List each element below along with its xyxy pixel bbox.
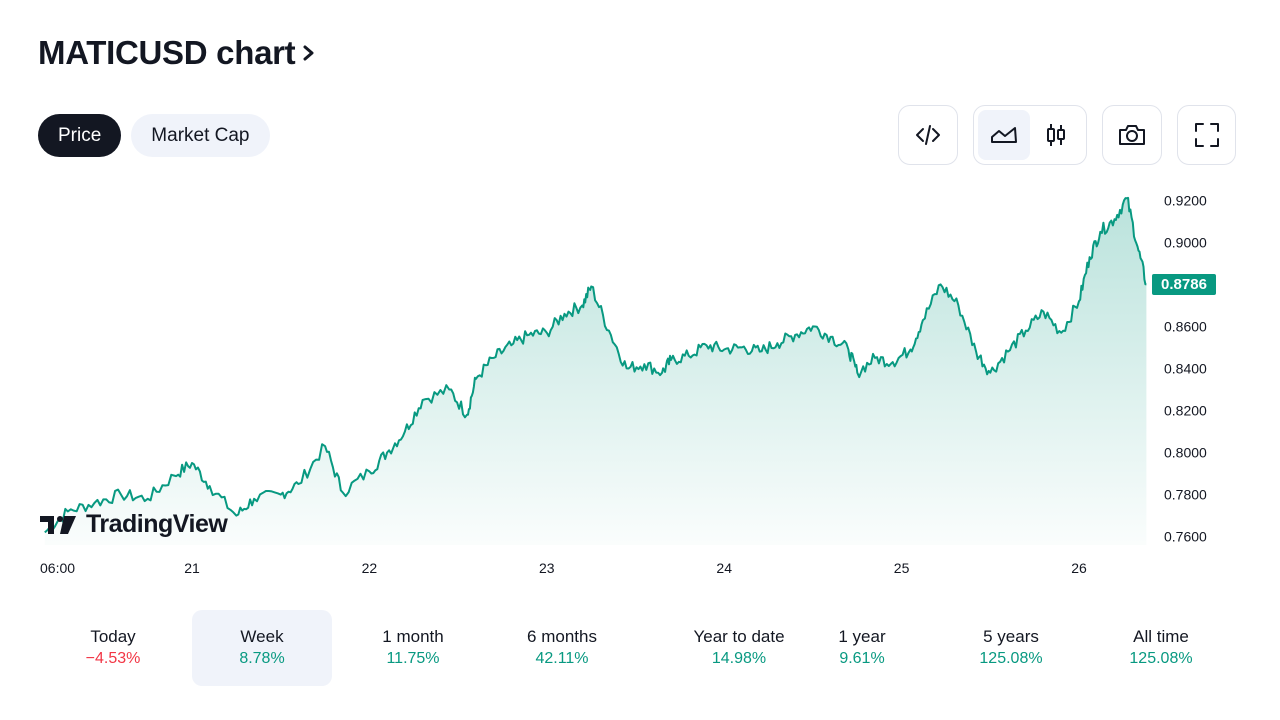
period-tab-week[interactable]: Week 8.78%	[192, 610, 332, 686]
y-tick-label: 0.8400	[1164, 360, 1207, 376]
candlestick-icon	[1047, 124, 1065, 146]
snapshot-button[interactable]	[1102, 105, 1162, 165]
period-label: 1 year	[838, 627, 886, 646]
camera-icon	[1119, 125, 1145, 145]
period-tab-1-year[interactable]: 1 year 9.61%	[792, 610, 932, 686]
tradingview-logo-text: TradingView	[86, 510, 228, 538]
period-change-value: 11.75%	[386, 650, 440, 667]
period-label: 5 years	[983, 627, 1039, 646]
area-chart-icon	[991, 127, 1017, 143]
y-tick-label: 0.7800	[1164, 487, 1207, 503]
y-tick-label: 0.9200	[1164, 192, 1207, 208]
price-area	[44, 197, 1147, 545]
fullscreen-button[interactable]	[1177, 105, 1236, 165]
period-tab-6-months[interactable]: 6 months 42.11%	[492, 610, 632, 686]
y-tick-label: 0.8600	[1164, 318, 1207, 334]
x-tick-label: 22	[362, 560, 378, 576]
period-label: Week	[240, 627, 284, 646]
period-change-value: 42.11%	[535, 650, 589, 667]
y-tick-label: 0.8200	[1164, 402, 1207, 418]
period-change-value: −4.53%	[85, 650, 141, 667]
period-change-value: 14.98%	[711, 650, 767, 667]
chart-title-link[interactable]: MATICUSD chart	[38, 34, 317, 72]
period-change-value: 9.61%	[839, 650, 885, 667]
fullscreen-icon	[1194, 123, 1219, 147]
y-tick-label: 0.9000	[1164, 234, 1207, 250]
chevron-right-icon	[303, 45, 314, 61]
page-title: MATICUSD chart	[38, 34, 296, 71]
price-tab[interactable]: Price	[38, 114, 122, 157]
market-cap-tab[interactable]: Market Cap	[131, 114, 270, 157]
code-icon	[916, 125, 940, 145]
period-tab-year-to-date[interactable]: Year to date 14.98%	[669, 610, 809, 686]
x-tick-label: 21	[184, 560, 200, 576]
embed-button[interactable]	[898, 105, 958, 165]
period-label: 1 month	[382, 627, 444, 646]
area-style-button[interactable]	[978, 110, 1030, 160]
price-chart[interactable]: 0.92000.90000.88000.86000.84000.82000.80…	[0, 180, 1280, 580]
current-price-label: 0.8786	[1152, 274, 1216, 295]
y-tick-label: 0.7600	[1164, 529, 1207, 545]
period-performance-bar: Today −4.53% Week 8.78% 1 month 11.75% 6 month…	[38, 610, 1238, 686]
period-change-value: 125.08%	[1129, 650, 1193, 667]
price-line	[44, 196, 1147, 534]
period-label: 6 months	[527, 627, 597, 646]
period-tab-1-month[interactable]: 1 month 11.75%	[343, 610, 483, 686]
x-tick-label: 24	[716, 560, 732, 576]
tradingview-logo[interactable]: TradingView	[38, 510, 228, 539]
period-change-value: 8.78%	[239, 650, 285, 667]
period-change-value: 125.08%	[979, 650, 1043, 667]
x-tick-label: 26	[1071, 560, 1087, 576]
period-tab-all-time[interactable]: All time 125.08%	[1091, 610, 1231, 686]
x-tick-label: 23	[539, 560, 555, 576]
period-label: All time	[1133, 627, 1189, 646]
price-chart-svg: 0.92000.90000.88000.86000.84000.82000.80…	[40, 192, 1207, 576]
chart-metric-toggle: Price Market Cap	[38, 114, 270, 157]
period-tab-5-years[interactable]: 5 years 125.08%	[941, 610, 1081, 686]
x-tick-label: 06:00	[40, 560, 75, 576]
candles-style-button[interactable]	[1030, 110, 1082, 160]
period-tab-today[interactable]: Today −4.53%	[43, 610, 183, 686]
y-tick-label: 0.8000	[1164, 445, 1207, 461]
chart-style-switcher	[973, 105, 1087, 165]
tradingview-logo-icon	[40, 515, 76, 534]
period-label: Year to date	[693, 627, 785, 646]
period-label: Today	[90, 627, 136, 646]
x-tick-label: 25	[894, 560, 910, 576]
